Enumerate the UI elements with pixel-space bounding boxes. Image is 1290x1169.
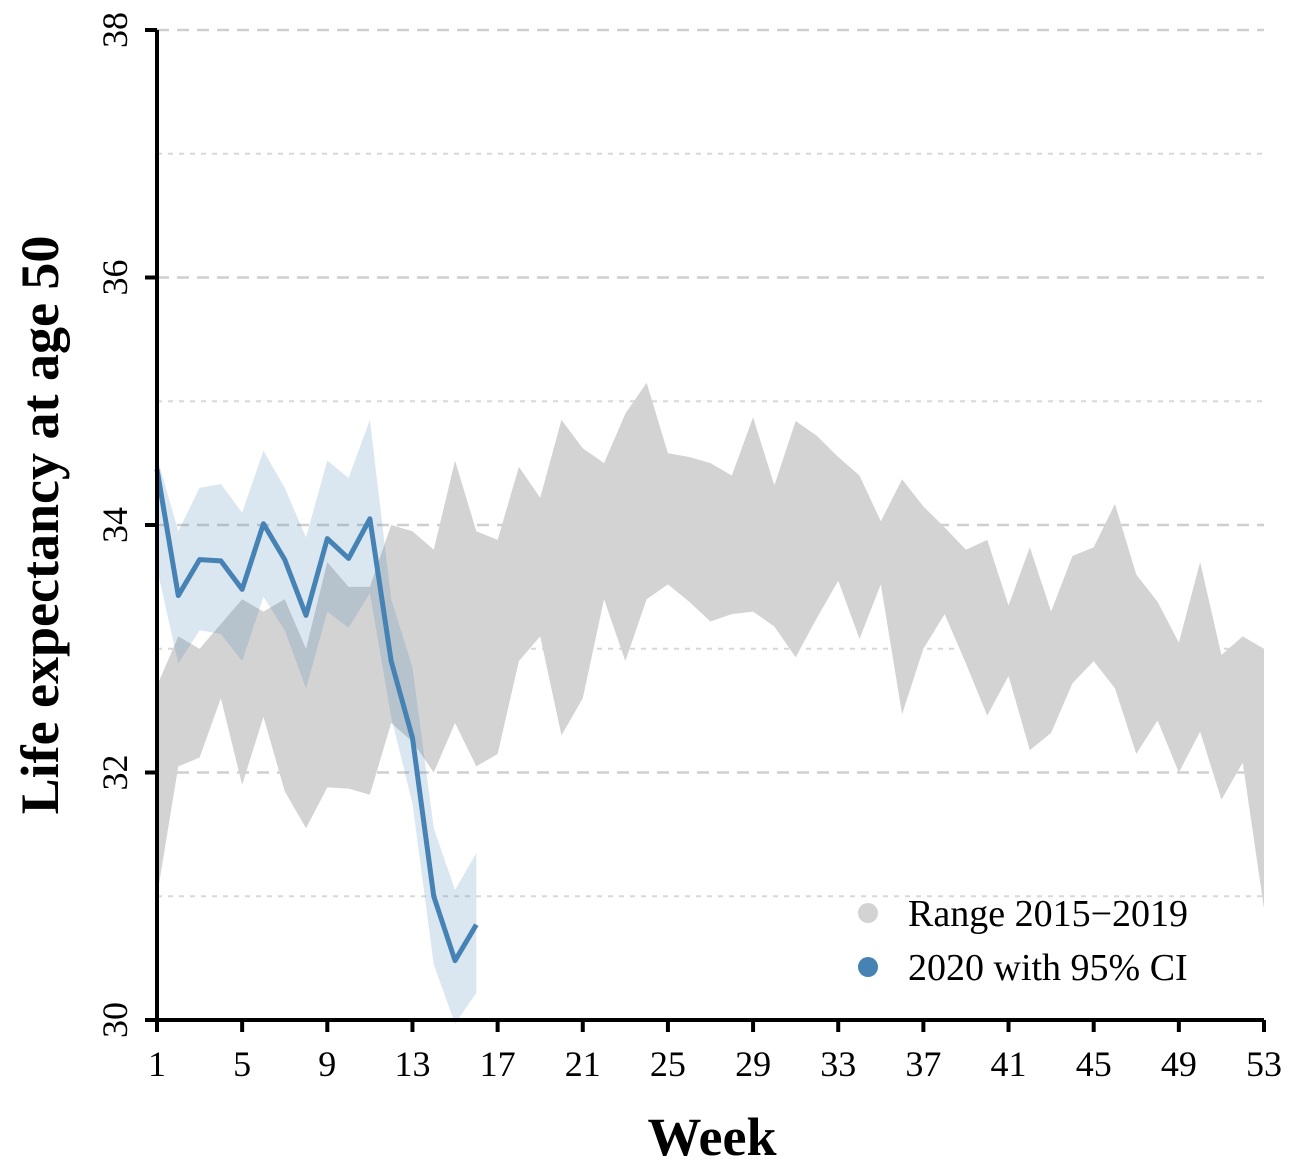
range-band	[157, 382, 1264, 909]
y-tick-label: 36	[95, 260, 135, 296]
y-tick-label: 34	[95, 507, 135, 543]
legend-marker	[858, 957, 878, 977]
x-tick-label: 17	[480, 1044, 516, 1084]
x-tick-label: 37	[905, 1044, 941, 1084]
x-tick-label: 53	[1246, 1044, 1282, 1084]
x-tick-label: 13	[394, 1044, 430, 1084]
y-tick-label: 38	[95, 12, 135, 48]
legend-label: Range 2015−2019	[908, 893, 1188, 935]
x-tick-label: 25	[650, 1044, 686, 1084]
x-tick-label: 45	[1076, 1044, 1112, 1084]
y-tick-label: 30	[95, 1002, 135, 1038]
y-tick-label: 32	[95, 755, 135, 791]
x-tick-label: 29	[735, 1044, 771, 1084]
series-line	[154, 468, 479, 964]
y-axis-title: Life expectancy at age 50	[10, 236, 70, 815]
x-tick-label: 41	[991, 1044, 1027, 1084]
x-tick-label: 21	[565, 1044, 601, 1084]
x-tick-label: 33	[820, 1044, 856, 1084]
x-tick-label: 9	[318, 1044, 336, 1084]
x-axis-title: Week	[648, 1107, 777, 1167]
x-tick-label: 1	[148, 1044, 166, 1084]
x-tick-label: 49	[1161, 1044, 1197, 1084]
legend-label: 2020 with 95% CI	[908, 947, 1188, 989]
x-tick-label: 5	[233, 1044, 251, 1084]
range-band	[157, 419, 477, 1024]
legend-marker	[858, 903, 878, 923]
